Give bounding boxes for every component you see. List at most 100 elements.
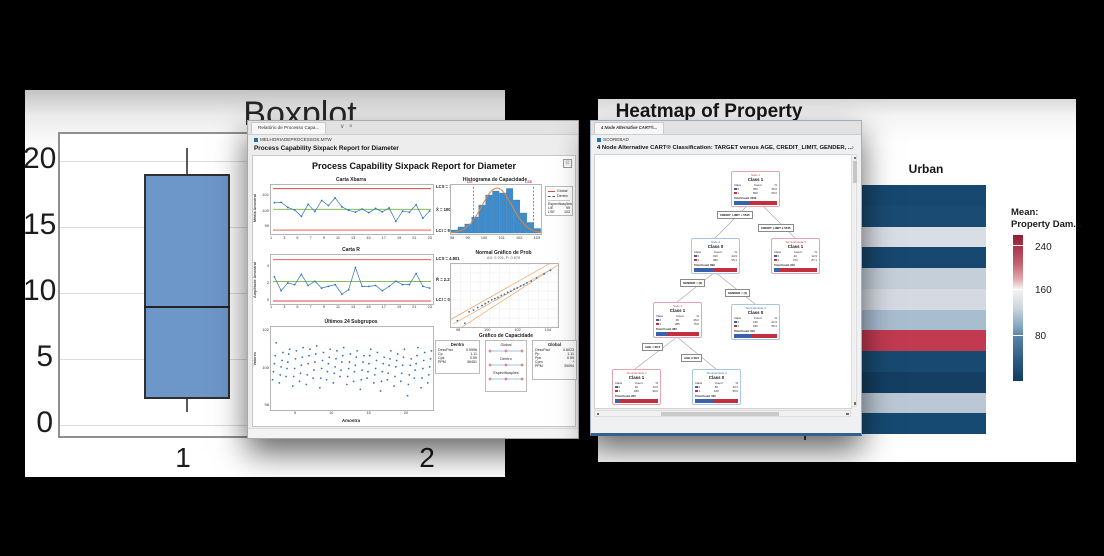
vertical-scrollbar[interactable] bbox=[851, 154, 857, 407]
mini-x-tick-label: 104 bbox=[544, 328, 551, 332]
node-id-label: Node 2 bbox=[710, 240, 721, 244]
scroll-right-arrow-icon[interactable] bbox=[846, 412, 849, 415]
colorbar-tick-label: 160 bbox=[1035, 285, 1052, 296]
class-color-swatch bbox=[656, 322, 659, 325]
boxplot-y-tick-label: 15 bbox=[23, 208, 57, 241]
rchart-lcl-annotation: LCI = 0 bbox=[436, 297, 450, 302]
cart-tab-bar[interactable]: 4 Node Alternative CART®... bbox=[591, 121, 861, 135]
mini-x-tick-label: 19 bbox=[396, 305, 402, 309]
cart-worksheet-name: SCOREBAD bbox=[603, 137, 629, 142]
cart-tree-node: Node 2 Class 0 Class Count% 0 310 44.9 1 380 55.1… bbox=[691, 238, 740, 274]
node-class-bar bbox=[734, 200, 777, 205]
class-color-swatch bbox=[734, 191, 737, 194]
node-class-bar bbox=[694, 267, 737, 272]
mini-y-tick-label: 4 bbox=[266, 263, 269, 268]
xbar-chart bbox=[270, 184, 434, 235]
colorbar-tick-label: 240 bbox=[1035, 242, 1052, 253]
node-table-header: Class Count% bbox=[694, 250, 737, 254]
node-total-count: Total Count 200 bbox=[615, 393, 636, 398]
overall-stats-header: Global bbox=[547, 342, 562, 347]
mini-x-tick-label: 19 bbox=[396, 236, 402, 240]
node-class-table: Class Count% 0 350 35.0 1 650 65.0 bbox=[734, 183, 777, 195]
mini-x-tick-label: 17 bbox=[381, 236, 386, 240]
node-bar-class0-segment bbox=[615, 398, 620, 403]
mini-x-tick-label: 1 bbox=[270, 236, 273, 240]
boxplot-lower-whisker bbox=[186, 398, 188, 412]
mini-x-tick-label: 3 bbox=[283, 305, 286, 309]
expand-icon[interactable]: ⊡ bbox=[563, 159, 572, 168]
mini-y-tick-label: 102 bbox=[262, 327, 269, 332]
mini-y-tick-label: 0 bbox=[266, 297, 269, 302]
mini-x-tick-label: 15 bbox=[366, 305, 371, 309]
mini-x-tick-label: 13 bbox=[351, 236, 356, 240]
stats-row: Pp 1.11 bbox=[535, 352, 574, 356]
mini-x-tick-label: 5 bbox=[294, 411, 297, 415]
class-color-swatch bbox=[774, 258, 777, 261]
cart-tree-node: Terminal Node 3 Class 1 Class Count% 0 40 12.9… bbox=[771, 238, 820, 274]
node-class-table: Class Count% 0 130 41.9 1 180 58.1 bbox=[734, 316, 777, 328]
heatmap-cell bbox=[862, 268, 986, 289]
horizontal-scroll-thumb[interactable] bbox=[661, 411, 779, 416]
node-bar-class1-segment bbox=[780, 267, 817, 272]
node-id-label: Node 1 bbox=[750, 173, 761, 177]
node-table-row: 0 350 35.0 bbox=[734, 187, 777, 191]
mini-x-tick-label: 101 bbox=[498, 236, 505, 240]
mini-x-tick-label: 23 bbox=[427, 236, 432, 240]
sixpack-tab-bar[interactable]: Relatório de Processo Capa... ∨ × bbox=[248, 121, 578, 135]
sixpack-tab[interactable]: Relatório de Processo Capa... bbox=[251, 122, 327, 134]
node-class-table: Class Count% 0 80 44.4 1 100 55.6 bbox=[695, 381, 738, 393]
tab-menu-icon[interactable]: ∨ bbox=[340, 124, 345, 130]
mini-y-tick-label: 98 bbox=[264, 402, 269, 407]
collapse-icon[interactable]: ⌃ bbox=[850, 146, 855, 152]
stats-row: Cp 1.11 bbox=[438, 352, 477, 356]
mini-x-tick-label: 11 bbox=[336, 305, 340, 309]
mini-x-tick-label: 11 bbox=[336, 236, 340, 240]
legend-title-line2: Property Dam... bbox=[1011, 219, 1082, 230]
legend-lsl-row: LIE 99 bbox=[548, 206, 570, 210]
colorbar-tick-label: 80 bbox=[1035, 331, 1047, 342]
horizontal-scrollbar[interactable] bbox=[594, 410, 851, 417]
split-rule-label: CREDIT_LIMIT < 5545 bbox=[717, 211, 753, 219]
cart-tab[interactable]: 4 Node Alternative CART®... bbox=[594, 122, 664, 134]
class-color-swatch bbox=[774, 254, 777, 257]
capability-plot-title: Gráfico de Capacidade bbox=[478, 333, 534, 339]
node-total-count: Total Count 310 bbox=[734, 328, 755, 333]
mini-x-tick-label: 15 bbox=[366, 236, 371, 240]
interval-label: Dentro bbox=[500, 357, 512, 361]
class-color-swatch bbox=[695, 385, 698, 388]
node-table-row: 1 180 58.1 bbox=[734, 324, 777, 328]
legend-divider bbox=[548, 199, 570, 201]
boxplot-box bbox=[144, 174, 230, 399]
cart-tree-node: Terminal Node 4 Class 0 Class Count% 0 130 41.… bbox=[731, 304, 780, 340]
histogram-x-tick-labels: 98 99 100 101 102 103 bbox=[450, 236, 540, 240]
mini-x-tick-label: 1 bbox=[270, 305, 273, 309]
stats-row: Cpk 0.59 bbox=[438, 356, 477, 360]
tab-close-icon[interactable]: × bbox=[349, 124, 353, 130]
probplot-title: Normal Gráfico de Prob bbox=[475, 250, 532, 256]
node-table-row: 1 380 55.1 bbox=[694, 258, 737, 262]
scroll-down-arrow-icon[interactable] bbox=[853, 402, 856, 405]
interval-label: Especificações bbox=[493, 371, 519, 375]
node-class-table: Class Count% 0 40 12.9 1 270 87.1 bbox=[774, 250, 817, 262]
scroll-up-arrow-icon[interactable] bbox=[853, 156, 856, 159]
node-table-header: Class Count% bbox=[695, 381, 738, 385]
node-table-row: 1 285 75.0 bbox=[656, 322, 699, 326]
mini-y-tick-label: 2 bbox=[266, 280, 269, 285]
scroll-left-arrow-icon[interactable] bbox=[596, 412, 599, 415]
heatmap-colorbar bbox=[1013, 235, 1023, 381]
stats-row: Ppk 0.59 bbox=[535, 356, 574, 360]
heatmap-cell bbox=[862, 226, 986, 248]
node-table-row: 0 310 44.9 bbox=[694, 254, 737, 258]
vertical-scroll-thumb[interactable] bbox=[852, 161, 857, 183]
mini-x-tick-label: 98 bbox=[456, 328, 461, 332]
class-color-swatch bbox=[694, 258, 697, 261]
node-bar-class1-segment bbox=[749, 200, 777, 205]
node-class-bar bbox=[656, 331, 699, 336]
rchart-mean-annotation: R̄ = 2.271 bbox=[436, 277, 455, 282]
cart-worksheet-line: SCOREBAD bbox=[597, 137, 629, 142]
class-color-swatch bbox=[734, 320, 737, 323]
split-rule-label: GENDER = (0) bbox=[680, 279, 706, 287]
node-table-row: 0 95 25.0 bbox=[656, 318, 699, 322]
heatmap-cell bbox=[862, 247, 986, 268]
node-class-label: Class 0 bbox=[708, 375, 725, 380]
